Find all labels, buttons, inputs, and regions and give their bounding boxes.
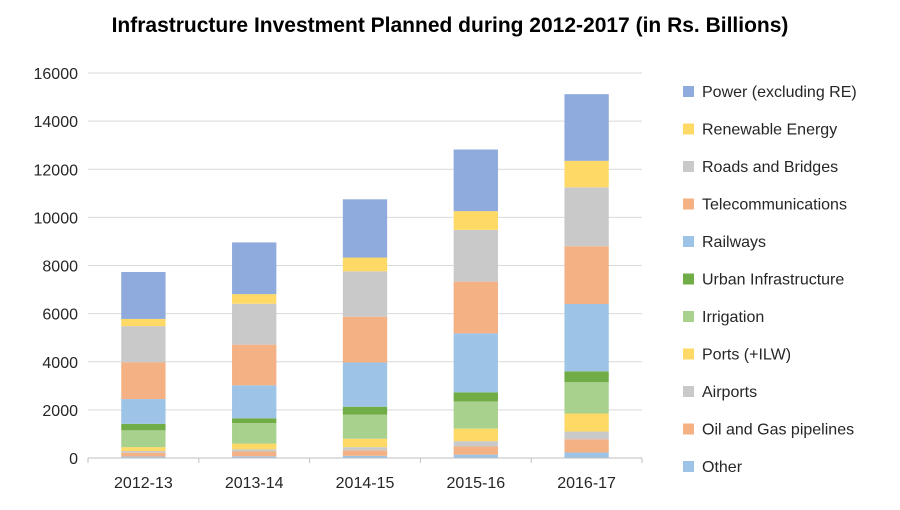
y-tick-label: 16000 [34, 66, 79, 83]
y-tick-label: 4000 [42, 355, 78, 372]
legend-label: Power (excluding RE) [702, 84, 857, 101]
bar-segment-roads-and-bridges-2013-14 [232, 303, 277, 345]
bar-segment-oil-and-gas-pipelines-2012-13 [121, 452, 166, 457]
bar-segment-irrigation-2015-16 [453, 401, 498, 429]
legend-swatch [683, 86, 694, 97]
legend-label: Oil and Gas pipelines [702, 422, 854, 439]
bar-segment-ports-ilw-2016-17 [564, 413, 609, 432]
bar-segment-irrigation-2014-15 [342, 414, 388, 439]
bar-segment-airports-2014-15 [342, 447, 388, 451]
bar-segment-airports-2013-14 [232, 449, 277, 452]
bar-segment-urban-infrastructure-2012-13 [121, 423, 166, 431]
bar-segment-roads-and-bridges-2014-15 [342, 271, 388, 317]
bar-segment-irrigation-2012-13 [121, 430, 166, 448]
legend-swatch [683, 311, 694, 322]
y-tick-label: 12000 [34, 162, 79, 179]
legend-swatch [683, 423, 694, 435]
legend-label: Other [702, 459, 743, 476]
legend-label: Irrigation [702, 309, 764, 326]
y-tick-label: 6000 [42, 307, 78, 324]
legend-swatch [683, 236, 694, 247]
y-tick-label: 14000 [34, 114, 79, 131]
x-tick-label: 2015-16 [446, 475, 505, 492]
legend-swatch [683, 386, 694, 397]
bar-segment-oil-and-gas-pipelines-2014-15 [342, 450, 388, 456]
bar-segment-urban-infrastructure-2014-15 [342, 406, 388, 415]
bar-segment-ports-ilw-2015-16 [453, 428, 498, 442]
bar-segment-renewable-energy-2013-14 [232, 294, 277, 304]
bar-segment-renewable-energy-2014-15 [342, 257, 388, 272]
chart-title: Infrastructure Investment Planned during… [111, 14, 789, 37]
bar-segment-other-2012-13 [121, 456, 166, 458]
x-tick-label: 2016-17 [557, 475, 616, 492]
bar-segment-other-2013-14 [232, 456, 277, 458]
bar-segment-oil-and-gas-pipelines-2013-14 [232, 451, 277, 457]
bar-segment-other-2015-16 [453, 454, 498, 458]
x-tick-label: 2012-13 [114, 475, 173, 492]
bar-segment-power-excluding-re-2015-16 [453, 149, 498, 212]
y-tick-label: 0 [69, 451, 78, 468]
bar-segment-irrigation-2013-14 [232, 423, 277, 444]
legend: Power (excluding RE) Renewable Energy Road… [683, 84, 857, 476]
bar-segment-renewable-energy-2012-13 [121, 318, 166, 327]
bar-segment-roads-and-bridges-2016-17 [564, 187, 609, 247]
legend-label: Telecommunications [702, 197, 847, 214]
bar-segment-telecommunications-2013-14 [232, 344, 277, 386]
bar-segment-railways-2015-16 [453, 333, 498, 393]
y-tick-label: 8000 [42, 259, 78, 276]
bar-segment-roads-and-bridges-2015-16 [453, 229, 498, 282]
bar-segment-other-2016-17 [564, 452, 609, 458]
bar-segment-airports-2015-16 [453, 441, 498, 447]
bar-segment-telecommunications-2016-17 [564, 246, 609, 304]
y-tick-label: 2000 [42, 403, 78, 420]
bar-segment-telecommunications-2015-16 [453, 281, 498, 334]
bar-segment-telecommunications-2012-13 [121, 362, 166, 400]
axes: 0 2000 4000 6000 8000 10000 12000 14000 16000 201… [34, 66, 643, 492]
bar-segment-power-excluding-re-2013-14 [232, 242, 277, 295]
bar-segment-railways-2016-17 [564, 304, 609, 372]
legend-label: Airports [702, 384, 757, 401]
legend-swatch [683, 123, 694, 135]
bar-segment-other-2014-15 [342, 455, 388, 458]
legend-label: Railways [702, 234, 766, 251]
bar-segment-railways-2013-14 [232, 385, 277, 419]
bar-segment-renewable-energy-2016-17 [564, 160, 609, 188]
legend-label: Urban Infrastructure [702, 272, 844, 289]
bar-segment-roads-and-bridges-2012-13 [121, 326, 166, 363]
bar-segment-airports-2012-13 [121, 451, 166, 453]
bar-segment-railways-2014-15 [342, 362, 388, 407]
bar-segment-ports-ilw-2012-13 [121, 447, 166, 452]
bar-segment-urban-infrastructure-2015-16 [453, 392, 498, 402]
x-tick-label: 2014-15 [336, 475, 395, 492]
legend-label: Roads and Bridges [702, 159, 838, 176]
bar-segment-power-excluding-re-2012-13 [121, 271, 166, 319]
bar-segment-oil-and-gas-pipelines-2015-16 [453, 446, 498, 455]
bar-segment-power-excluding-re-2014-15 [342, 199, 388, 258]
x-tick-label: 2013-14 [225, 475, 284, 492]
bar-segment-oil-and-gas-pipelines-2016-17 [564, 439, 609, 453]
legend-label: Ports (+ILW) [702, 347, 791, 364]
bar-segment-urban-infrastructure-2013-14 [232, 418, 277, 424]
bar-segment-ports-ilw-2014-15 [342, 438, 388, 448]
bar-segment-airports-2016-17 [564, 431, 609, 440]
legend-label: Renewable Energy [702, 122, 837, 139]
bar-segment-telecommunications-2014-15 [342, 316, 388, 363]
bar-segment-railways-2012-13 [121, 399, 166, 424]
bar-segment-ports-ilw-2013-14 [232, 443, 277, 450]
bar-segment-irrigation-2016-17 [564, 382, 609, 414]
bar-segment-renewable-energy-2015-16 [453, 211, 498, 230]
y-tick-label: 10000 [34, 210, 79, 227]
bar-segment-power-excluding-re-2016-17 [564, 94, 609, 161]
legend-swatch [683, 461, 694, 472]
legend-swatch [683, 161, 694, 172]
bars [121, 94, 609, 458]
legend-swatch [683, 273, 694, 285]
legend-swatch [683, 198, 694, 210]
legend-swatch [683, 348, 694, 360]
bar-segment-urban-infrastructure-2016-17 [564, 371, 609, 383]
